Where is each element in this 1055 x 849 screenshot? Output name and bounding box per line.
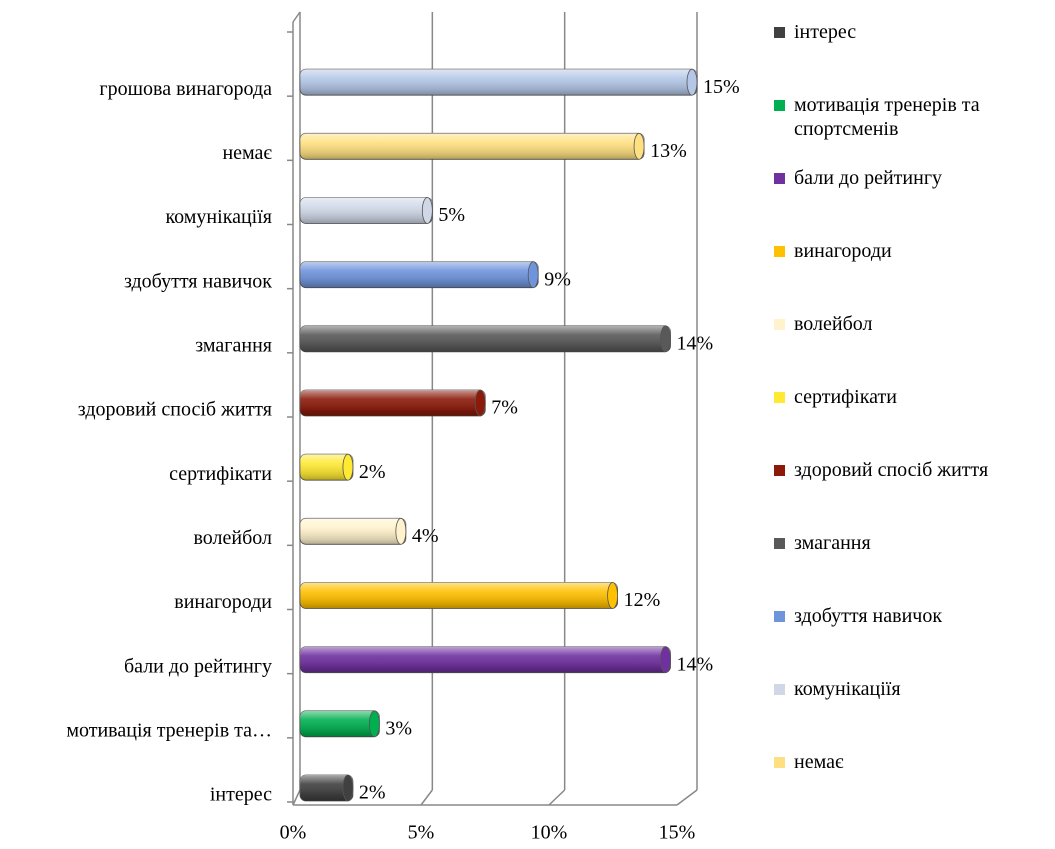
data-label: 9%	[544, 268, 571, 290]
data-label: 7%	[491, 397, 518, 419]
data-label: 14%	[677, 332, 714, 354]
legend-item: мотивація тренерів та спортсменів	[772, 93, 1052, 166]
legend-label: інтерес	[794, 21, 857, 43]
y-tick-label: волейбол	[194, 527, 273, 549]
legend-swatch	[774, 392, 785, 403]
data-label: 2%	[359, 461, 386, 483]
legend-swatch	[774, 611, 785, 622]
x-tick-label: 15%	[659, 822, 696, 844]
bar-shine	[300, 133, 645, 160]
data-label: 5%	[438, 204, 465, 226]
bar-shine	[300, 197, 433, 224]
bar-cap	[368, 710, 380, 738]
y-tick-label: змагання	[195, 334, 272, 356]
x-tick-label: 10%	[531, 822, 568, 844]
data-label: 12%	[624, 589, 661, 611]
grid-floor	[676, 789, 698, 806]
back-wall	[292, 11, 301, 23]
y-tick-label: інтерес	[210, 784, 272, 806]
y-tick-label: мотивація тренерів та…	[66, 719, 272, 741]
bar-cap	[342, 774, 354, 802]
bar-cap	[342, 453, 354, 481]
legend-label: здобуття навичок	[794, 605, 943, 627]
bar-shine	[300, 69, 697, 96]
legend-swatch	[774, 27, 785, 38]
bar-shine	[300, 454, 353, 481]
bar-cap	[607, 582, 618, 609]
legend-item: здоровий спосіб життя	[772, 458, 1052, 531]
legend-item: сертифікати	[772, 385, 1052, 458]
bar-shine	[300, 325, 671, 352]
legend-swatch	[774, 319, 785, 330]
bar-cap	[527, 261, 539, 289]
bar-shine	[300, 710, 380, 737]
x-tick-label: 5%	[408, 822, 435, 844]
bar-shine	[300, 261, 539, 288]
bar-cap	[660, 646, 671, 674]
legend: інтерес мотивація тренерів та спортсменів…	[772, 20, 1052, 823]
legend-label: немає	[794, 751, 844, 773]
legend-swatch	[774, 538, 785, 549]
legend-label: сертифікати	[794, 386, 897, 408]
y-tick-label: здобуття навичок	[124, 270, 272, 292]
legend-label: бали до рейтингу	[794, 167, 943, 189]
legend-item: волейбол	[772, 312, 1052, 385]
x-tick-label: 0%	[280, 822, 307, 844]
bar-cap	[633, 132, 645, 160]
bar-cap	[686, 68, 698, 96]
bar-cap	[395, 517, 407, 545]
legend-swatch	[774, 684, 785, 695]
grid-floor	[420, 789, 433, 806]
legend-swatch	[774, 757, 785, 768]
data-label: 15%	[703, 76, 740, 98]
y-tick-label: немає	[222, 142, 272, 164]
y-tick-label: здоровий спосіб життя	[78, 399, 272, 421]
grid-floor	[292, 789, 301, 806]
bar-shine	[300, 518, 406, 545]
bar-shine	[300, 390, 486, 416]
data-label: 2%	[359, 782, 386, 804]
legend-swatch	[774, 246, 785, 257]
legend-label: комунікаціїя	[794, 678, 901, 700]
legend-item: інтерес	[772, 20, 1052, 93]
bar-cap	[474, 389, 486, 417]
legend-label: винагороди	[794, 240, 892, 262]
legend-label: здоровий спосіб життя	[794, 459, 989, 481]
grid-floor	[548, 789, 566, 806]
y-tick-label: бали до рейтингу	[124, 655, 272, 677]
y-tick-label: грошова винагорода	[99, 78, 272, 100]
bar-shine	[300, 775, 353, 801]
data-label: 4%	[412, 525, 439, 547]
legend-item: змагання	[772, 531, 1052, 604]
legend-swatch	[774, 100, 785, 111]
legend-swatch	[774, 173, 785, 184]
data-label: 13%	[650, 140, 687, 162]
legend-label: мотивація тренерів та спортсменів	[794, 94, 980, 140]
bar-shine	[300, 646, 671, 673]
bar-shine	[300, 582, 618, 609]
y-tick-label: комунікаціїя	[165, 206, 272, 228]
data-label: 3%	[385, 717, 412, 739]
legend-item: немає	[772, 750, 1052, 823]
legend-label: волейбол	[794, 313, 873, 335]
bar-cap	[421, 197, 433, 224]
y-tick-label: сертифікати	[169, 463, 272, 485]
y-tick-label: винагороди	[174, 591, 272, 613]
legend-item: бали до рейтингу	[772, 166, 1052, 239]
bar-cap	[660, 325, 671, 353]
legend-item: комунікаціїя	[772, 677, 1052, 750]
legend-swatch	[774, 465, 785, 476]
data-label: 14%	[677, 653, 714, 675]
legend-item: здобуття навичок	[772, 604, 1052, 677]
legend-label: змагання	[794, 532, 871, 554]
legend-item: винагороди	[772, 239, 1052, 312]
